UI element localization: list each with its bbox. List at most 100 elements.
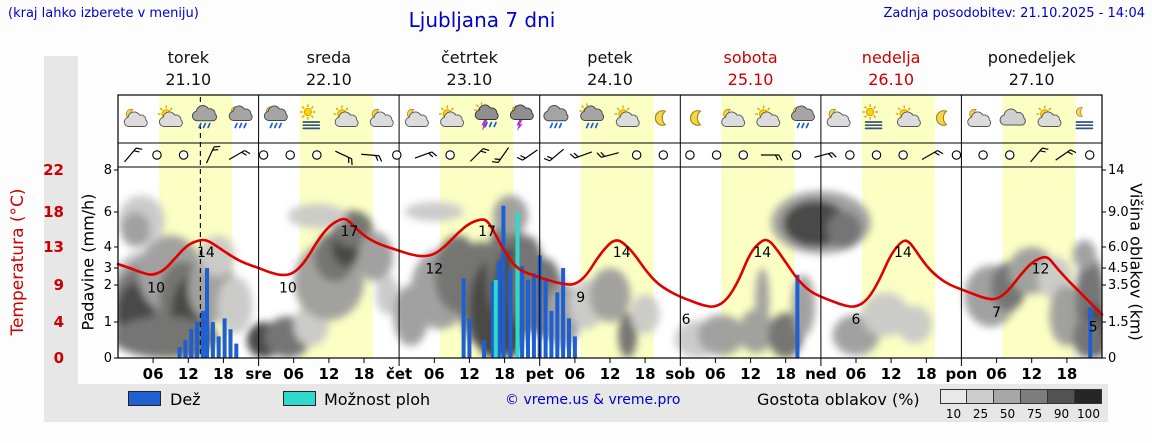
wind-barb-icon	[543, 148, 564, 162]
temperature-value-label: 10	[279, 281, 297, 297]
day-header-name: četrtek	[440, 48, 498, 67]
precip-tick-label: 8	[104, 163, 112, 178]
density-swatch	[967, 389, 994, 404]
day-header-name: sobota	[723, 48, 778, 67]
temp-tick-label: 22	[43, 161, 64, 179]
weather-icon	[474, 102, 499, 131]
cloud-icon	[1037, 111, 1062, 127]
wind-calm-icon	[978, 150, 988, 160]
rain-drops-icon	[234, 122, 247, 129]
weather-icon	[123, 108, 148, 127]
hour-tick-label: 06	[705, 365, 726, 383]
wind-barb-icon	[760, 154, 783, 161]
hour-tick-label: 06	[564, 365, 585, 383]
weather-icon	[263, 105, 288, 129]
copyright-link[interactable]: © vreme.us & vreme.pro	[505, 392, 681, 408]
day-abbrev-label: sre	[245, 365, 272, 383]
fog-icon	[302, 121, 321, 130]
temp-tick-label: 4	[54, 313, 64, 331]
density-level-label: 10	[945, 407, 962, 421]
density-swatch	[994, 389, 1021, 404]
lightning-icon	[516, 120, 523, 131]
temperature-value-label: 14	[753, 245, 771, 261]
weather-icon	[689, 110, 702, 126]
cloud-height-tick-label: 1.5	[1108, 315, 1129, 330]
rain-drops-icon	[198, 122, 211, 129]
bottom-margin-band	[44, 384, 1108, 422]
hour-tick-label: 12	[600, 365, 621, 383]
density-swatch	[1048, 389, 1075, 404]
weather-icons-row	[123, 102, 1094, 131]
showers-legend-label: Možnost ploh	[324, 390, 431, 409]
fog-icon	[1075, 121, 1094, 130]
weather-icon	[721, 108, 746, 127]
cloud-icon	[896, 111, 921, 127]
sun-icon	[299, 104, 316, 120]
cloud-density-labels: 10 25 50 75 90 100	[940, 407, 1102, 421]
wind-calm-icon	[711, 150, 722, 160]
hour-tick-label: 18	[494, 365, 515, 383]
hour-tick-label: 18	[635, 365, 656, 383]
wind-barb-icon	[335, 150, 353, 166]
fog-icon	[864, 121, 883, 130]
cloud-icon	[440, 111, 464, 127]
weather-icon	[862, 104, 883, 130]
day-header-date: 22.10	[305, 70, 352, 89]
wind-calm-icon	[285, 150, 295, 160]
day-abbrev-label: pon	[946, 365, 978, 383]
temperature-value-label: 17	[478, 224, 496, 240]
wind-barb-icon	[469, 148, 490, 162]
cloud-height-tick-label: 3.5	[1108, 278, 1129, 293]
wind-barb-icon	[1055, 149, 1077, 161]
cloud-icon	[474, 104, 499, 120]
wind-calm-icon	[871, 150, 882, 160]
hour-tick-label: 18	[213, 365, 234, 383]
day-header-date: 26.10	[868, 70, 915, 89]
cloud-icon	[369, 111, 394, 127]
precip-tick-label: 1	[104, 315, 112, 330]
rain-drops-icon	[796, 122, 810, 129]
day-header-name: petek	[587, 48, 633, 67]
wind-barb-icon	[516, 149, 538, 161]
day-header-date: 21.10	[165, 70, 212, 89]
wind-calm-icon	[685, 150, 695, 160]
temperature-value-label: 6	[682, 312, 691, 328]
weather-icon	[543, 105, 569, 129]
wind-barb-icon	[814, 152, 837, 159]
day-abbrev-label: pet	[526, 365, 554, 383]
hour-tick-label: 18	[916, 365, 937, 383]
density-swatch	[1021, 389, 1048, 404]
weather-icon	[157, 105, 183, 127]
cloud-icon	[158, 111, 183, 127]
density-level-label: 100	[1077, 407, 1100, 421]
wind-barb-icon	[414, 151, 438, 159]
weather-icon	[967, 108, 992, 127]
density-swatch	[940, 389, 967, 404]
day-abbrev-label: čet	[386, 365, 412, 383]
precip-tick-label: 2	[104, 278, 112, 293]
density-swatch	[1075, 389, 1102, 404]
wind-calm-icon	[392, 150, 402, 160]
wind-calm-icon	[951, 150, 962, 160]
day-header-date: 24.10	[587, 70, 633, 89]
day-header-date: 25.10	[727, 70, 774, 89]
cloud-icon	[228, 105, 253, 121]
cloud-icon	[721, 111, 746, 127]
cloud-height-tick-label: 0	[1108, 351, 1116, 366]
wind-barb-icon	[596, 151, 619, 158]
cloud-icon	[791, 105, 815, 121]
weather-icon	[404, 108, 429, 127]
rain-drops-icon	[585, 122, 599, 129]
weather-icon	[228, 105, 253, 129]
precip-tick-label: 4	[104, 240, 112, 255]
weather-icon	[755, 105, 781, 127]
density-level-label: 75	[1026, 407, 1043, 421]
precip-tick-label: 0	[104, 351, 112, 366]
day-abbrev-label: sob	[665, 365, 695, 383]
cloud-icon	[263, 105, 288, 121]
cloud-height-tick-label: 14	[1108, 163, 1125, 178]
cloud-icon	[756, 111, 781, 127]
menu-hint: (kraj lahko izberete v meniju)	[8, 6, 199, 21]
cloud-density-legend-label: Gostota oblakov (%)	[757, 390, 920, 409]
day-header-name: ponedeljek	[987, 48, 1076, 67]
